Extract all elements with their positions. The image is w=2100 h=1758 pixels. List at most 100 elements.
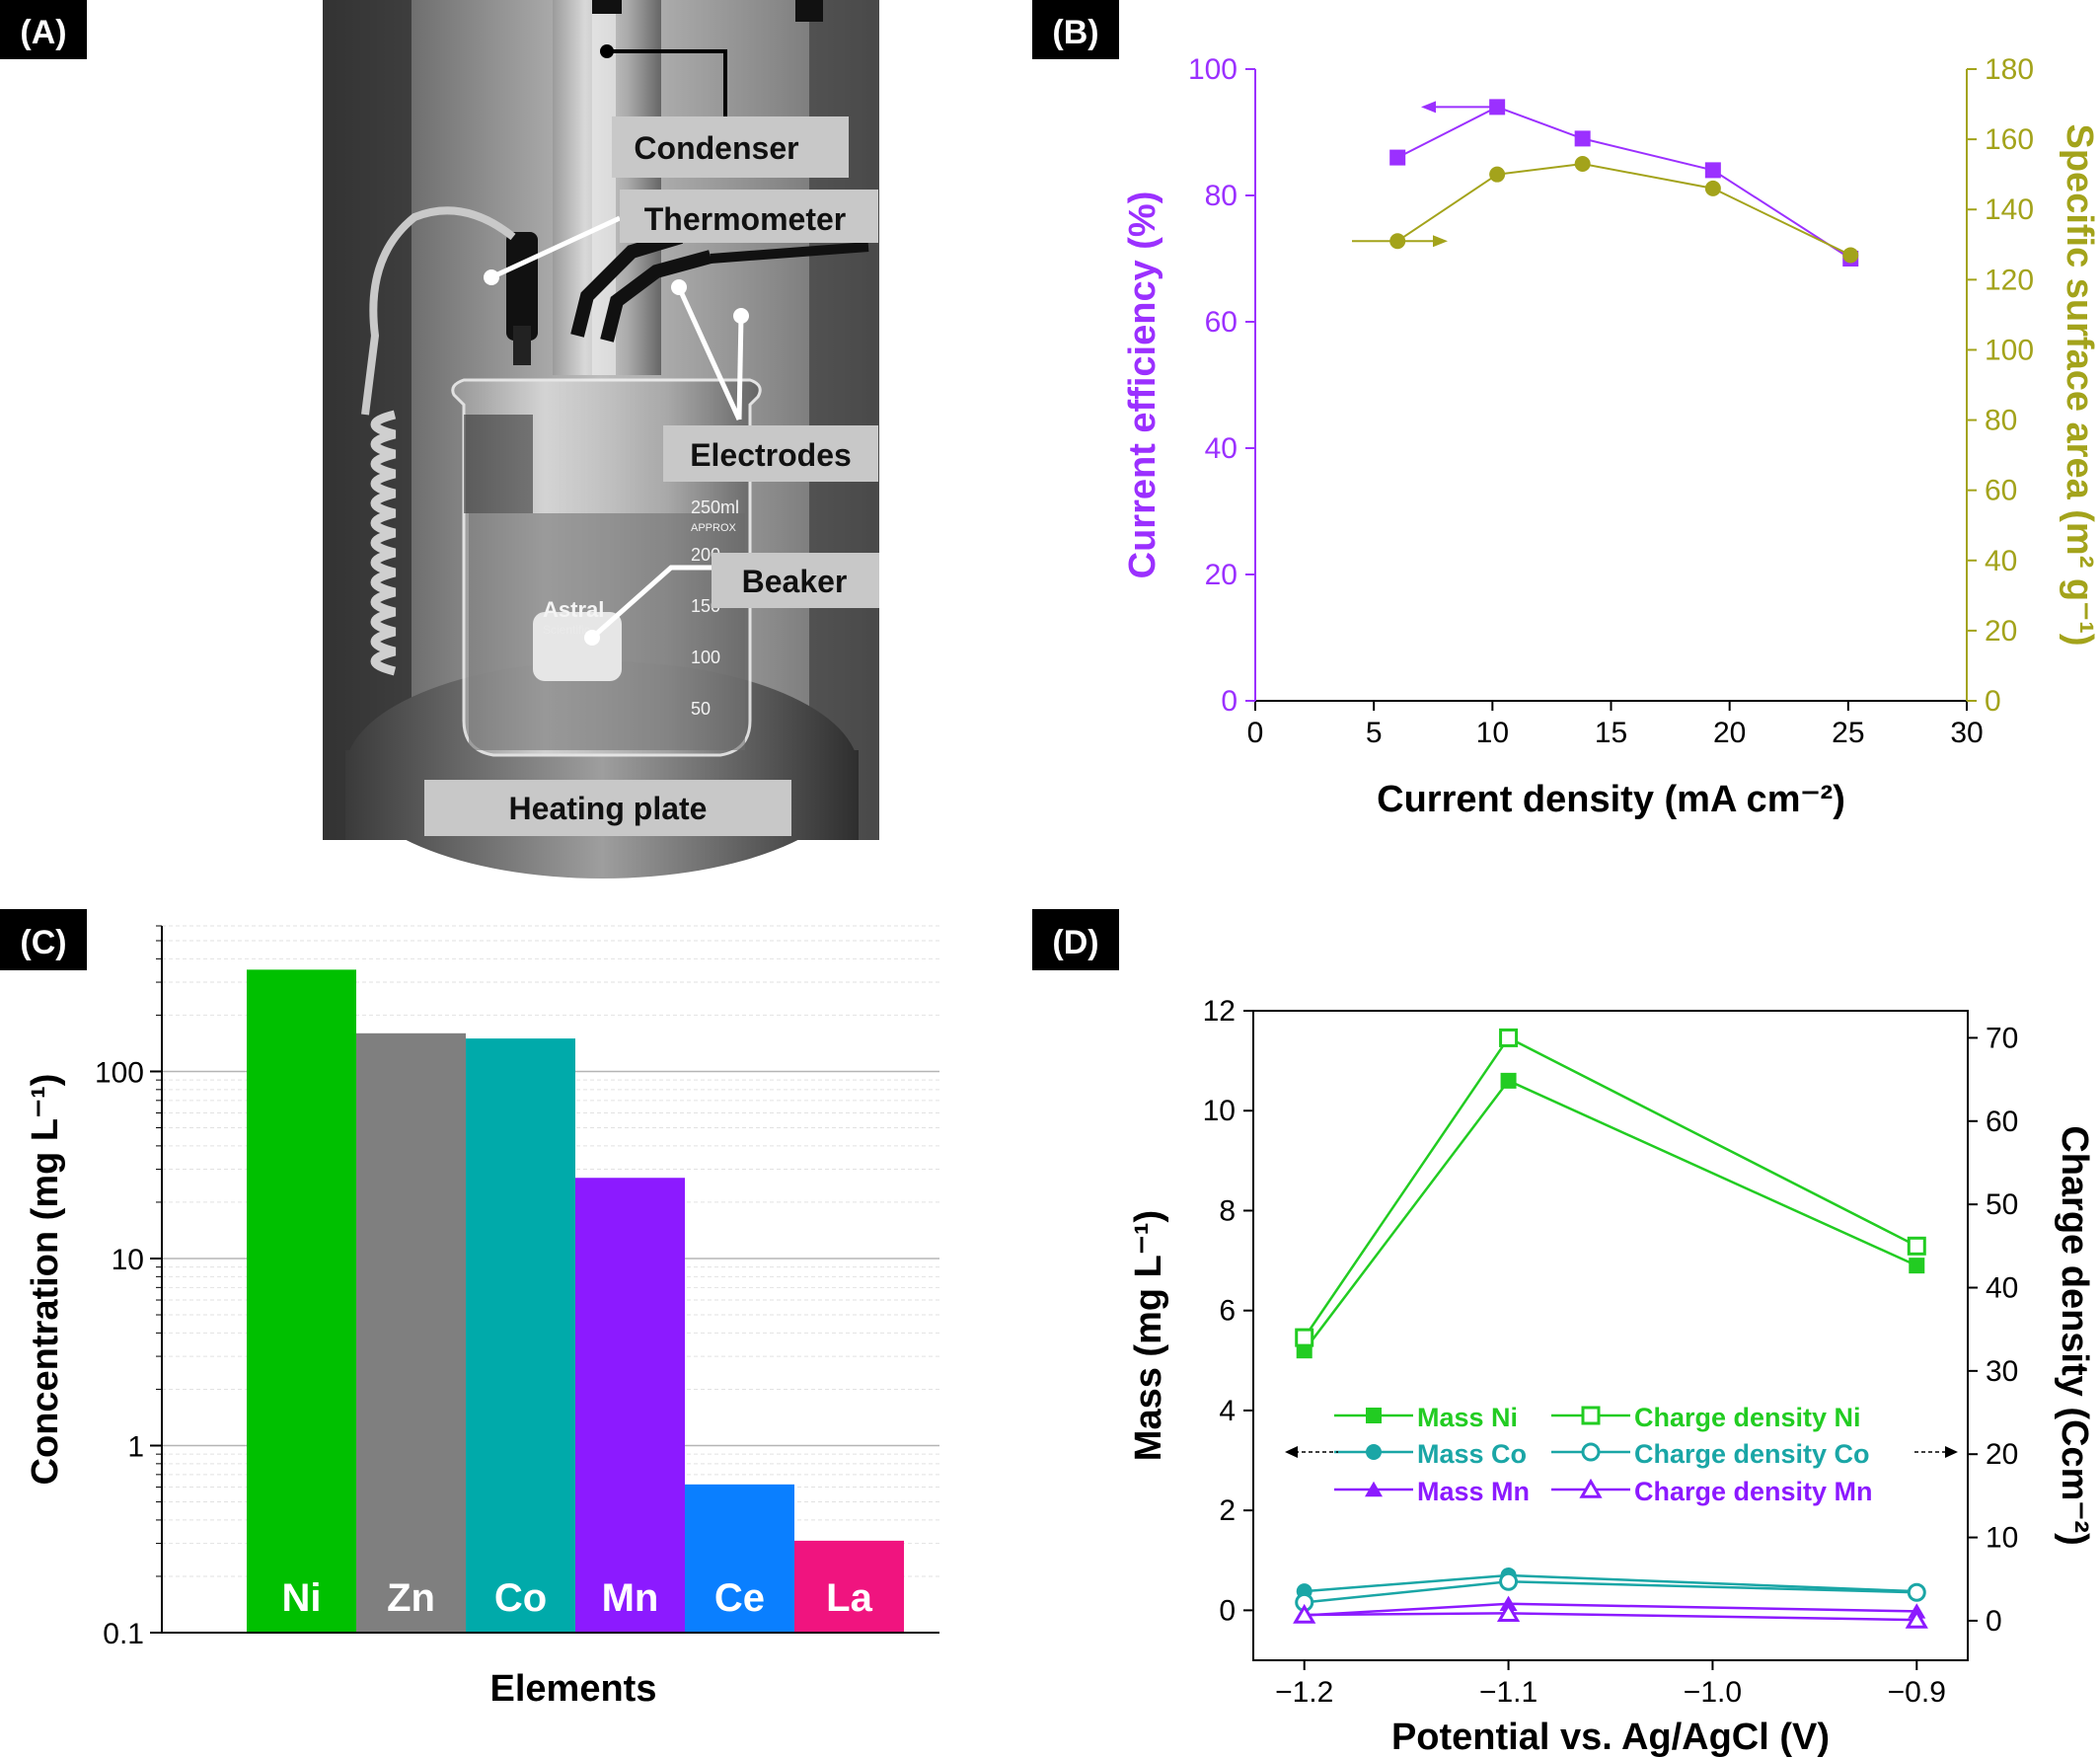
data-point-0 — [1909, 1258, 1925, 1274]
photo-shadow-left — [323, 0, 412, 840]
x-tick-label: −1.0 — [1684, 1676, 1742, 1709]
data-point-5 — [1905, 1608, 1928, 1629]
heating-plate-label-box — [424, 780, 791, 836]
series-line-1 — [1303, 1035, 1917, 1338]
data-point-right — [1489, 166, 1506, 183]
panel-a-letter-box — [0, 0, 87, 59]
y-tick-label-right: 40 — [1986, 1271, 2018, 1304]
electrodes-leader-2 — [736, 315, 744, 420]
thermometer-label-box — [620, 190, 878, 243]
x-tick-label: −1.2 — [1275, 1676, 1333, 1709]
y-tick-label-right: 80 — [1985, 405, 2017, 437]
y-tick-label-left: 2 — [1219, 1494, 1236, 1527]
data-point-5 — [1496, 1602, 1521, 1623]
bar-label-co: Co — [494, 1576, 547, 1620]
y-tick-label-right: 50 — [1986, 1188, 2018, 1221]
y-tick-label-left: 20 — [1205, 559, 1238, 591]
data-point-right — [1574, 156, 1591, 172]
beaker-leader — [590, 565, 712, 640]
data-point-right — [1842, 247, 1859, 264]
heating-plate-label: Heating plate — [509, 791, 708, 826]
condenser-clamp-right — [795, 0, 823, 22]
data-point-left — [1574, 130, 1591, 147]
y-tick-label-right: 60 — [1986, 1106, 2018, 1138]
y-tick-label-right: 60 — [1985, 475, 2017, 507]
legend-entry: Mass Ni — [1417, 1403, 1518, 1432]
y-tick-label: 100 — [95, 1056, 144, 1089]
legend-marker — [1581, 1406, 1601, 1425]
left-axis-arrowhead — [1421, 101, 1436, 114]
bar-label-ce: Ce — [714, 1576, 765, 1620]
series-line-right — [1396, 162, 1851, 257]
electrode-right — [600, 250, 712, 343]
legend-marker — [1581, 1442, 1601, 1462]
y-tick-label: 10 — [112, 1244, 144, 1276]
y-tick-label-left: 4 — [1219, 1395, 1236, 1427]
data-point-1 — [1907, 1236, 1926, 1256]
beaker-graduations: 250ml APPROX 200 150 100 50 — [691, 497, 739, 719]
y-axis-label: Concentration (mg L⁻¹) — [25, 1074, 66, 1486]
coiled-cable — [370, 410, 397, 676]
bar-ni — [247, 969, 356, 1633]
y-tick-label: 0.1 — [103, 1618, 144, 1650]
y-tick-label-right: 0 — [1985, 685, 2001, 718]
condenser-leader — [607, 49, 727, 118]
legend-entry: Charge density Co — [1634, 1439, 1870, 1469]
x-axis-label: Elements — [490, 1668, 657, 1710]
y-tick-label-right: 30 — [1986, 1355, 2018, 1388]
beaker-mark-50: 50 — [691, 699, 711, 719]
data-point-3 — [1499, 1571, 1519, 1591]
legend-entry: Mass Co — [1417, 1439, 1527, 1469]
bar-label-ni: Ni — [282, 1576, 322, 1620]
x-tick-label: 30 — [1950, 717, 1983, 749]
y-tick-label-right: 140 — [1985, 193, 2034, 226]
y-tick-label-left: 6 — [1219, 1295, 1236, 1328]
y-tick-label-right: 100 — [1985, 334, 2034, 366]
bar-mn — [575, 1178, 685, 1633]
beaker-brand: Astral — [543, 597, 604, 622]
data-point-1 — [1295, 1328, 1314, 1347]
plot-frame — [1252, 1010, 1969, 1661]
electrodes-dot-2 — [733, 308, 749, 324]
y-tick-label-right: 70 — [1986, 1022, 2018, 1054]
thermometer-probe — [513, 326, 531, 365]
bar-label-zn: Zn — [387, 1576, 435, 1620]
beaker-brand-sub: Scientific — [543, 623, 590, 637]
x-tick-label: 0 — [1247, 717, 1264, 749]
series-line-0 — [1303, 1079, 1917, 1351]
beaker-mark-approx: APPROX — [691, 522, 737, 534]
panel-d-letter-box — [1032, 909, 1119, 970]
panel-d-letter: (D) — [1052, 924, 1098, 961]
y-axis-label-left: Mass (mg L⁻¹) — [1128, 1210, 1169, 1461]
bar-label-la: La — [826, 1576, 872, 1620]
condenser-label-box — [612, 116, 849, 178]
electrodes-leader-1 — [676, 285, 742, 421]
x-tick-label: 10 — [1476, 717, 1509, 749]
panel-a-letter: (A) — [20, 14, 66, 51]
legend: Mass Ni Charge density Ni Mass Co Charge de… — [1285, 1403, 1958, 1506]
bar-zn — [356, 1032, 466, 1633]
data-point-left — [1704, 162, 1721, 179]
beaker-label-box — [712, 553, 879, 608]
y-tick-label-left: 10 — [1203, 1095, 1236, 1127]
condenser-dot — [600, 44, 614, 58]
thermometer-leader — [489, 215, 622, 280]
data-point-left — [1389, 149, 1406, 166]
legend-left-arrowhead — [1285, 1446, 1298, 1458]
electrodes-label-box — [663, 425, 878, 482]
y-tick-label-left: 0 — [1219, 1594, 1236, 1627]
panel-b: (B) 0 5 10 15 20 25 30020406080100020406080100… — [1032, 0, 2100, 820]
bar-ce — [685, 1484, 794, 1633]
series-line-5 — [1304, 1612, 1917, 1622]
data-point-3 — [1907, 1582, 1926, 1602]
right-axis-arrowhead — [1433, 235, 1448, 248]
electrode-wire-2 — [710, 242, 869, 264]
y-tick-label-left: 80 — [1205, 180, 1238, 212]
x-tick-label: 25 — [1832, 717, 1864, 749]
y-tick-label-right: 10 — [1986, 1522, 2018, 1555]
legend-marker — [1366, 1444, 1382, 1460]
thermometer-dot — [484, 269, 499, 285]
y-tick-label-left: 12 — [1203, 995, 1236, 1028]
data-point-right — [1704, 180, 1721, 196]
chart-d: −1.2 −1.1 −1.0 −0.9 0 2 4 6 8 10 12 0 10 20 30 40 50 60 70… — [1128, 995, 2095, 1758]
